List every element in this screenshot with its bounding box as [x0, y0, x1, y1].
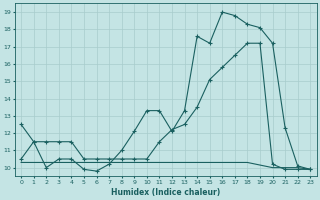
X-axis label: Humidex (Indice chaleur): Humidex (Indice chaleur)	[111, 188, 220, 197]
